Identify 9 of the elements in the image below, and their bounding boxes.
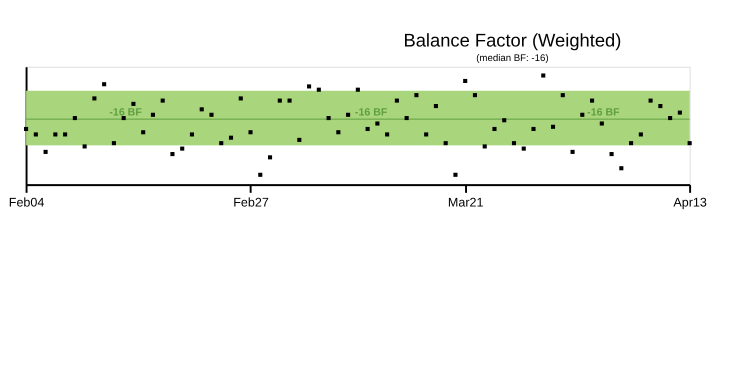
x-tick-label: Feb04 xyxy=(8,195,44,210)
chart-subtitle: (median BF: -16) xyxy=(476,52,549,64)
chart-title: Balance Factor (Weighted) xyxy=(403,29,622,50)
text: -16 BF xyxy=(354,106,388,118)
x-tick-label: Feb27 xyxy=(233,195,269,210)
x-tick-label: Apr13 xyxy=(673,195,707,210)
x-tick-label: Mar21 xyxy=(448,195,484,210)
ref-line-label: -16 BF xyxy=(109,106,142,118)
text: -16 BF xyxy=(587,106,620,118)
